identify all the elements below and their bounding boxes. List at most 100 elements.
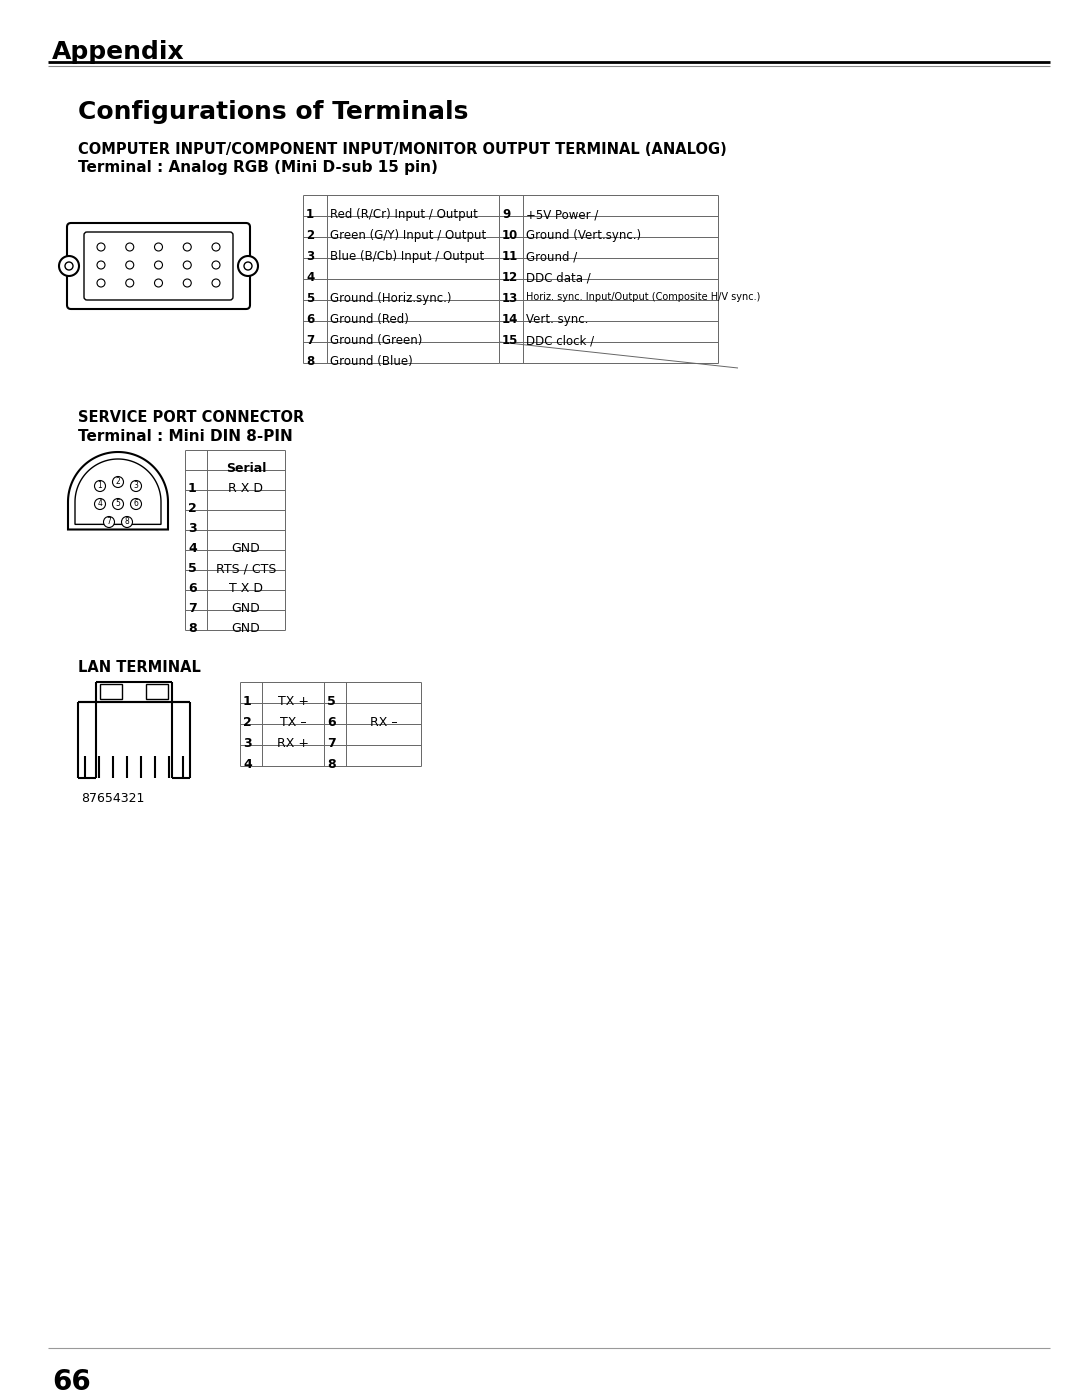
Circle shape xyxy=(131,499,141,510)
Text: 2: 2 xyxy=(243,717,252,729)
Polygon shape xyxy=(68,453,168,529)
Text: Terminal : Analog RGB (Mini D-sub 15 pin): Terminal : Analog RGB (Mini D-sub 15 pin… xyxy=(78,161,437,175)
Text: Ground (Red): Ground (Red) xyxy=(330,313,409,326)
Text: 11: 11 xyxy=(502,250,518,263)
Circle shape xyxy=(97,243,105,251)
Text: +5V Power /: +5V Power / xyxy=(526,208,598,221)
Polygon shape xyxy=(75,460,161,524)
Text: 6: 6 xyxy=(134,500,138,509)
Text: TX +: TX + xyxy=(278,696,309,708)
Text: Ground (Green): Ground (Green) xyxy=(330,334,422,346)
Text: 6: 6 xyxy=(306,313,314,326)
Circle shape xyxy=(212,243,220,251)
Text: 4: 4 xyxy=(243,759,252,771)
Text: 5: 5 xyxy=(188,563,197,576)
Text: SERVICE PORT CONNECTOR: SERVICE PORT CONNECTOR xyxy=(78,409,305,425)
Text: 66: 66 xyxy=(52,1368,91,1396)
Text: 15: 15 xyxy=(502,334,518,346)
Circle shape xyxy=(112,499,123,510)
Text: 2: 2 xyxy=(116,478,120,486)
Text: 7: 7 xyxy=(107,517,111,527)
Text: Ground /: Ground / xyxy=(526,250,577,263)
Circle shape xyxy=(125,261,134,270)
Circle shape xyxy=(184,243,191,251)
Circle shape xyxy=(131,481,141,492)
Text: R X D: R X D xyxy=(229,482,264,496)
Circle shape xyxy=(154,243,162,251)
Text: 4: 4 xyxy=(188,542,197,556)
Text: 7: 7 xyxy=(188,602,197,616)
Circle shape xyxy=(212,261,220,270)
FancyBboxPatch shape xyxy=(67,224,249,309)
Text: Configurations of Terminals: Configurations of Terminals xyxy=(78,101,469,124)
Text: 8: 8 xyxy=(124,517,130,527)
Text: Blue (B/Cb) Input / Output: Blue (B/Cb) Input / Output xyxy=(330,250,484,263)
Text: 3: 3 xyxy=(134,482,138,490)
Text: Ground (Horiz.sync.): Ground (Horiz.sync.) xyxy=(330,292,451,305)
Text: Vert. sync.: Vert. sync. xyxy=(526,313,589,326)
Text: Ground (Blue): Ground (Blue) xyxy=(330,355,413,367)
Circle shape xyxy=(121,517,133,528)
Circle shape xyxy=(125,279,134,286)
Text: 8: 8 xyxy=(188,623,197,636)
Bar xyxy=(146,685,168,698)
Text: 5: 5 xyxy=(116,500,121,509)
Circle shape xyxy=(97,279,105,286)
Text: 2: 2 xyxy=(306,229,314,242)
Text: TX –: TX – xyxy=(280,717,307,729)
Text: Appendix: Appendix xyxy=(52,41,185,64)
Circle shape xyxy=(104,517,114,528)
Text: 7: 7 xyxy=(327,738,336,750)
Text: Green (G/Y) Input / Output: Green (G/Y) Input / Output xyxy=(330,229,486,242)
Text: 8: 8 xyxy=(327,759,336,771)
Text: 14: 14 xyxy=(502,313,518,326)
Text: GND: GND xyxy=(231,623,260,636)
Text: 1: 1 xyxy=(188,482,197,496)
Text: 5: 5 xyxy=(306,292,314,305)
Text: Terminal : Mini DIN 8-PIN: Terminal : Mini DIN 8-PIN xyxy=(78,429,293,444)
Text: 9: 9 xyxy=(502,208,510,221)
Text: 1: 1 xyxy=(306,208,314,221)
Text: GND: GND xyxy=(231,602,260,616)
Circle shape xyxy=(244,263,252,270)
Text: 3: 3 xyxy=(243,738,252,750)
Text: GND: GND xyxy=(231,542,260,556)
Text: RTS / CTS: RTS / CTS xyxy=(216,563,276,576)
Text: 4: 4 xyxy=(306,271,314,284)
Text: 6: 6 xyxy=(327,717,336,729)
Text: LAN TERMINAL: LAN TERMINAL xyxy=(78,659,201,675)
Text: 3: 3 xyxy=(306,250,314,263)
Text: 1: 1 xyxy=(97,482,103,490)
Text: RX –: RX – xyxy=(369,717,397,729)
Circle shape xyxy=(154,261,162,270)
Text: 7: 7 xyxy=(306,334,314,346)
FancyBboxPatch shape xyxy=(84,232,233,300)
Text: 5: 5 xyxy=(327,696,336,708)
Text: DDC clock /: DDC clock / xyxy=(526,334,594,346)
Text: DDC data /: DDC data / xyxy=(526,271,591,284)
Circle shape xyxy=(95,499,106,510)
Bar xyxy=(100,685,122,698)
Circle shape xyxy=(184,279,191,286)
Text: 10: 10 xyxy=(502,229,518,242)
Text: Horiz. sync. Input/Output (Composite H/V sync.): Horiz. sync. Input/Output (Composite H/V… xyxy=(526,292,760,302)
Circle shape xyxy=(212,279,220,286)
Circle shape xyxy=(59,256,79,277)
Text: Serial: Serial xyxy=(226,462,266,475)
Text: 13: 13 xyxy=(502,292,518,305)
Text: 8: 8 xyxy=(306,355,314,367)
Circle shape xyxy=(65,263,73,270)
Text: 12: 12 xyxy=(502,271,518,284)
Circle shape xyxy=(112,476,123,488)
Text: 1: 1 xyxy=(243,696,252,708)
Text: T X D: T X D xyxy=(229,583,264,595)
Text: 3: 3 xyxy=(188,522,197,535)
Text: 4: 4 xyxy=(97,500,103,509)
Circle shape xyxy=(95,481,106,492)
Circle shape xyxy=(184,261,191,270)
Text: Red (R/Cr) Input / Output: Red (R/Cr) Input / Output xyxy=(330,208,477,221)
Text: RX +: RX + xyxy=(276,738,309,750)
Text: Ground (Vert.sync.): Ground (Vert.sync.) xyxy=(526,229,642,242)
Text: COMPUTER INPUT/COMPONENT INPUT/MONITOR OUTPUT TERMINAL (ANALOG): COMPUTER INPUT/COMPONENT INPUT/MONITOR O… xyxy=(78,142,727,156)
Circle shape xyxy=(154,279,162,286)
